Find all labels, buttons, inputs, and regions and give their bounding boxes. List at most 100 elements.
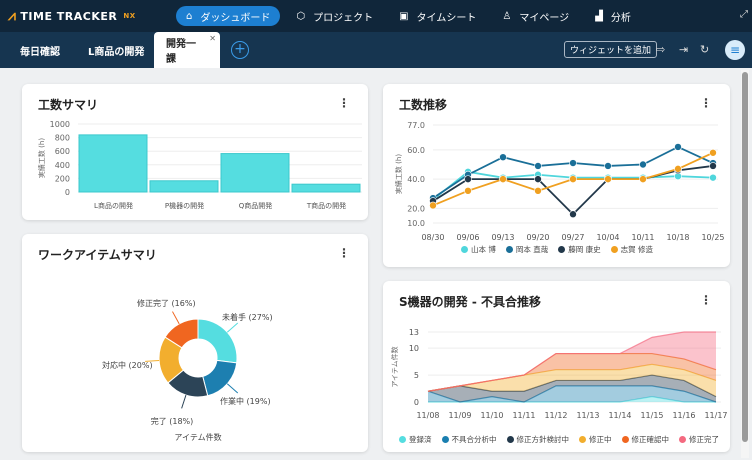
bar: [220, 153, 290, 193]
user-icon: ♙: [502, 10, 512, 22]
x-tick-label: 09/20: [526, 233, 549, 242]
legend-item[interactable]: 修正完了: [679, 434, 719, 445]
scrollbar-thumb[interactable]: [742, 72, 748, 442]
x-tick-label: T商品の開発: [306, 201, 346, 210]
card-defect-trend: S機器の開発 - 不具合推移 ⋮ 0 5 10 13 アイテム件数 11/08 11/09 1…: [383, 281, 730, 452]
tab-dev-section1[interactable]: 開発一課 ✕: [154, 32, 220, 68]
legend-marker: [558, 246, 566, 253]
pie-slice: [197, 318, 238, 364]
x-tick-label: 10/18: [666, 233, 689, 242]
import-icon[interactable]: ⇥: [679, 43, 689, 56]
legend-item[interactable]: 志賀 修造: [610, 244, 653, 255]
card-title: 工数推移: [399, 98, 448, 112]
area-line: [427, 374, 717, 398]
data-point: [429, 201, 437, 210]
logo[interactable]: ⩘ TIME TRACKER NX: [8, 8, 136, 24]
legend-item[interactable]: 修正確認中: [621, 434, 669, 445]
line-chart: 10.0 20.0 40.0 60.0 77.0 実績工数 (h) 08/30 09/06 09…: [394, 121, 725, 242]
x-tick-label: 10/04: [596, 233, 619, 242]
nav-timesheet[interactable]: ▣ タイムシート: [399, 10, 477, 24]
legend-item[interactable]: 藤岡 康史: [558, 244, 601, 255]
export-icon[interactable]: ⇨: [656, 43, 666, 56]
data-point: [534, 187, 542, 195]
data-point: [604, 162, 612, 170]
nav-dashboard[interactable]: ⌂ ダッシュボード: [176, 6, 281, 26]
leader-line: [226, 383, 239, 394]
y-axis-label: 実績工数 (h): [37, 138, 46, 178]
y-tick-label: 0: [65, 188, 70, 197]
card-effort-summary: 工数サマリ ⋮ 0 200 400 600 800 1000 実績工数 (h) L商品の開発 P…: [22, 84, 368, 220]
legend-item[interactable]: 山本 博: [461, 244, 496, 255]
add-tab-button[interactable]: +: [231, 41, 249, 59]
x-tick-label: 11/15: [640, 411, 663, 420]
legend-marker: [399, 436, 406, 443]
x-tick-label: 11/08: [416, 411, 439, 420]
pie-slice: [202, 359, 238, 397]
app-header: ⩘ TIME TRACKER NX ⌂ ダッシュボード ⬡ プロジェクト ▣ タイムシート…: [0, 0, 752, 32]
expand-icon[interactable]: ⤢: [740, 9, 748, 20]
legend-item[interactable]: 不具合分析中: [441, 434, 497, 445]
legend-marker: [506, 436, 514, 443]
tab-daily[interactable]: 毎日確認: [20, 46, 60, 58]
x-tick-label: 09/06: [456, 233, 479, 242]
legend-item[interactable]: 修正方針検討中: [506, 434, 569, 445]
more-icon[interactable]: ⋮: [338, 246, 350, 260]
data-point: [534, 162, 542, 170]
y-tick-label: 1000: [50, 120, 70, 129]
y-tick-label: 10: [409, 344, 419, 353]
card-effort-trend: 工数推移 ⋮ 10.0 20.0 40.0 60.0 77.0 実績工数 (h) 08/30…: [383, 84, 730, 267]
y-tick-label: 20.0: [407, 204, 425, 213]
nav-project[interactable]: ⬡ プロジェクト: [296, 10, 374, 24]
more-icon[interactable]: ⋮: [700, 293, 712, 307]
area-band: [428, 353, 716, 392]
legend-item[interactable]: 岡本 直哉: [505, 244, 548, 255]
nav-mypage[interactable]: ♙ マイページ: [502, 10, 570, 24]
x-tick-label: 11/10: [480, 411, 503, 420]
card-title: ワークアイテムサマリ: [38, 248, 157, 262]
y-tick-label: 40.0: [407, 175, 425, 184]
legend-marker: [461, 246, 468, 253]
tab-l-product[interactable]: L商品の開発: [88, 46, 145, 58]
x-tick-label: 11/14: [608, 411, 631, 420]
leader-line: [172, 311, 180, 325]
x-tick-label: 11/12: [544, 411, 567, 420]
data-point: [534, 175, 542, 183]
y-tick-label: 600: [55, 147, 70, 156]
legend-item[interactable]: 修正中: [579, 434, 612, 445]
y-tick-label: 10.0: [407, 219, 425, 228]
home-icon: ⌂: [186, 10, 193, 22]
x-tick-label: 09/27: [561, 233, 584, 242]
x-tick-label: 11/13: [576, 411, 599, 420]
legend-item[interactable]: 登録済: [399, 434, 432, 445]
nav-analysis[interactable]: ▟ 分析: [595, 10, 631, 24]
y-axis-label: 実績工数 (h): [394, 154, 403, 194]
data-point: [569, 159, 577, 167]
slice-label: 未着手 (27%): [222, 312, 273, 322]
cube-icon: ⬡: [296, 10, 306, 22]
data-point: [604, 175, 612, 183]
scrollbar[interactable]: [741, 70, 749, 458]
y-tick-label: 400: [55, 161, 70, 170]
x-tick-label: 11/11: [512, 411, 535, 420]
data-point: [569, 175, 577, 183]
x-tick-label: 10/25: [701, 233, 724, 242]
more-icon[interactable]: ⋮: [338, 96, 350, 110]
more-icon[interactable]: ⋮: [700, 96, 712, 110]
bar: [78, 134, 148, 193]
refresh-icon[interactable]: ↻: [700, 43, 710, 56]
x-tick-label: L商品の開発: [94, 201, 133, 210]
menu-button[interactable]: ≡: [725, 40, 745, 60]
x-tick-label: 10/11: [631, 233, 654, 242]
card-title: 工数サマリ: [38, 98, 99, 112]
donut-chart: 未着手 (27%) 作業中 (19%) 完了 (18%) 対応中 (20%) 修正完了 …: [102, 298, 273, 442]
area-chart: 0 5 10 13 アイテム件数 11/08 11/09 11/10 11/11 11/12 11/…: [390, 328, 728, 420]
y-tick-label: 5: [414, 371, 419, 380]
y-tick-label: 13: [409, 328, 419, 337]
y-axis-label: アイテム件数: [390, 346, 399, 387]
close-icon[interactable]: ✕: [209, 34, 216, 43]
add-widget-button[interactable]: ウィジェットを追加: [564, 41, 658, 58]
card-title: S機器の開発 - 不具合推移: [399, 295, 541, 309]
y-tick-label: 800: [55, 134, 70, 143]
x-tick-label: 11/16: [672, 411, 695, 420]
data-point: [709, 173, 717, 182]
